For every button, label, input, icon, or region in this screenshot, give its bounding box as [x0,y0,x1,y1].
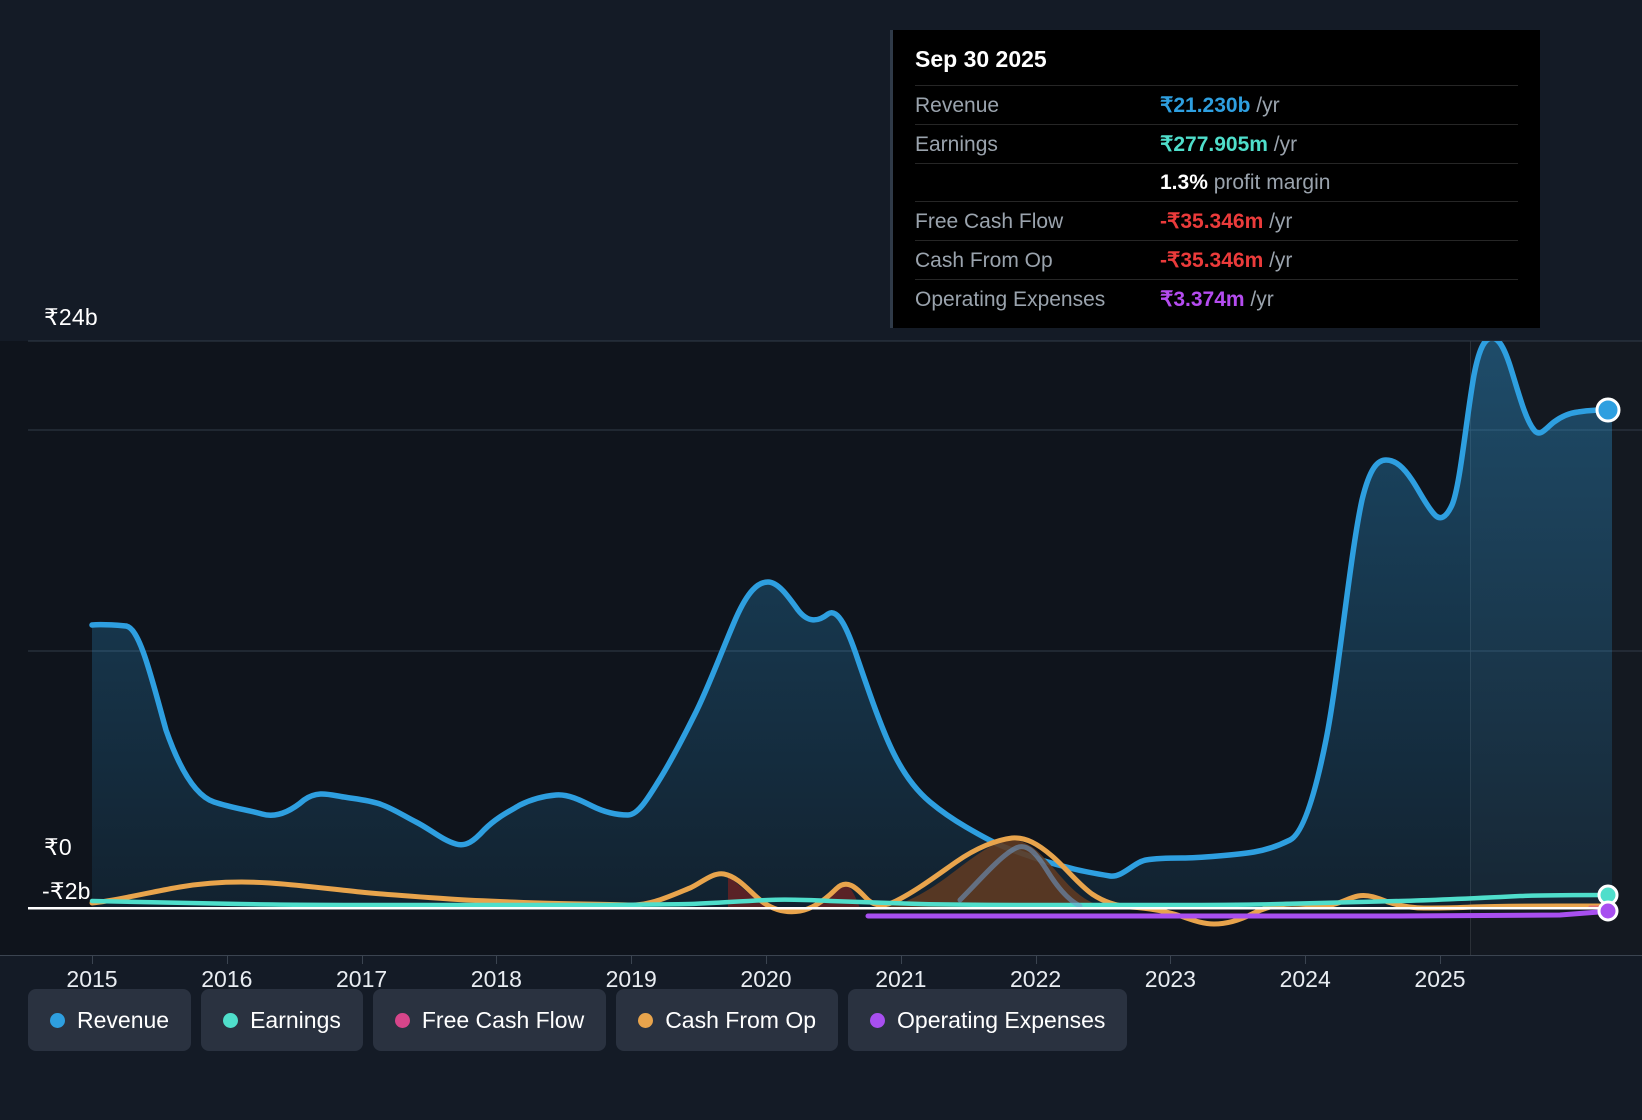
revenue-area [92,341,1612,908]
legend-item-label: Operating Expenses [897,1006,1106,1033]
tooltip-row: Earnings ₹277.905m /yr [915,124,1518,164]
x-axis-label-2015: 2015 [66,966,118,992]
tooltip-row: Cash From Op -₹35.346m /yr [915,240,1518,280]
legend-color-dot-icon [223,1012,239,1028]
tooltip-row: Free Cash Flow -₹35.346m /yr [915,201,1518,241]
tooltip-value-unit: /yr [1263,249,1293,272]
x-axis-tick [631,955,633,964]
legend-item-earnings[interactable]: Earnings [201,989,363,1051]
x-axis-label-2021: 2021 [875,966,927,992]
x-axis-tick [900,955,902,964]
legend-item-free-cash-flow[interactable]: Free Cash Flow [372,989,607,1051]
x-axis-tick [496,955,498,964]
revenue-overlap-hump [957,844,1083,909]
tooltip-row: Revenue ₹21.230b /yr [915,85,1518,125]
legend-item-operating-expenses[interactable]: Operating Expenses [848,989,1128,1051]
tooltip-value-number: ₹3.374m [1160,288,1245,311]
x-axis-label-2024: 2024 [1279,966,1331,992]
tooltip-row-label: Free Cash Flow [915,201,1160,241]
x-axis-tick [1440,955,1441,964]
tooltip-value-unit: /yr [1263,210,1293,233]
tooltip-value-unit: /yr [1267,133,1298,156]
legend-color-dot-icon [50,1012,65,1028]
cashfromop-line [89,835,1615,927]
x-axis-tick [226,955,228,964]
tooltip-value-unit: /yr [1244,288,1274,311]
y-axis-label-top: ₹24b [44,304,98,330]
tooltip-table: Revenue ₹21.230b /yr Earnings ₹277.905m /yr… [915,85,1518,318]
series-endpoint-markers [1595,397,1621,922]
tooltip-value-unit: /yr [1250,94,1280,117]
tooltip-row-label: Earnings [915,124,1160,164]
tooltip-row-value: ₹21.230b /yr [1160,85,1518,125]
x-axis-label-2025: 2025 [1414,966,1466,992]
x-axis-label-2017: 2017 [336,966,388,992]
tooltip-date: Sep 30 2025 [915,46,1047,72]
tooltip-value-number: ₹21.230b [1160,94,1251,117]
tooltip-row: Operating Expenses ₹3.374m /yr [915,279,1518,318]
x-axis-tick [1170,955,1172,964]
tooltip-row-label: Cash From Op [915,240,1160,280]
tooltip-row: 1.3% profit margin [915,163,1518,202]
legend-item-label: Revenue [77,1006,170,1033]
tooltip-row-label: Revenue [915,85,1160,125]
tooltip-value-unit: profit margin [1207,171,1331,194]
tooltip-value-number: ₹277.905m [1160,133,1268,156]
earnings-line [89,892,1615,908]
tooltip-row-label: Operating Expenses [915,279,1160,318]
legend-color-dot-icon [638,1012,654,1028]
legend-item-label: Earnings [250,1006,341,1033]
legend-item-revenue[interactable]: Revenue [28,989,192,1051]
x-axis-label-2022: 2022 [1010,966,1062,992]
x-axis-tick [361,955,363,964]
x-axis-label-2023: 2023 [1144,966,1196,992]
legend-item-cash-from-op[interactable]: Cash From Op [616,989,839,1051]
chart-svg [28,340,1642,927]
tooltip-row-value: ₹3.374m /yr [1160,279,1518,318]
cashfromop-positive-area [880,840,1110,908]
legend-color-dot-icon [870,1012,886,1028]
tooltip-row-value: -₹35.346m /yr [1160,201,1518,241]
tooltip-row-value: 1.3% profit margin [1160,163,1518,202]
chart-legend[interactable]: Revenue Earnings Free Cash Flow Cash From O… [28,989,1128,1051]
tooltip-value-number: -₹35.346m [1160,249,1264,272]
chart-plot-area[interactable] [0,300,1642,960]
x-axis-label-2016: 2016 [201,966,253,992]
x-axis-tick [766,955,767,964]
operatingexpenses-line [865,908,1615,919]
x-axis-label-2018: 2018 [470,966,522,992]
x-axis-line [0,955,1642,956]
tooltip-value-number: 1.3% [1160,171,1208,194]
chart-tooltip: Sep 30 2025 Revenue ₹21.230b /yr Earnings ₹… [890,30,1540,328]
tooltip-row-value: -₹35.346m /yr [1160,240,1518,280]
legend-item-label: Free Cash Flow [421,1006,585,1033]
tooltip-value-number: -₹35.346m [1160,210,1264,233]
tooltip-row-label [915,163,1160,202]
tooltip-row-value: ₹277.905m /yr [1160,124,1518,164]
legend-item-label: Cash From Op [665,1006,817,1033]
x-axis-tick [1305,955,1307,964]
revenue-line [89,341,1615,879]
legend-color-dot-icon [394,1012,410,1028]
x-axis-tick [1035,955,1037,964]
y-axis-label-negative: -₹2b [42,878,91,904]
x-axis-label-2020: 2020 [740,966,792,992]
x-axis-tick [92,955,93,964]
x-axis-label-2019: 2019 [605,966,657,992]
y-axis-label-zero: ₹0 [44,834,72,860]
